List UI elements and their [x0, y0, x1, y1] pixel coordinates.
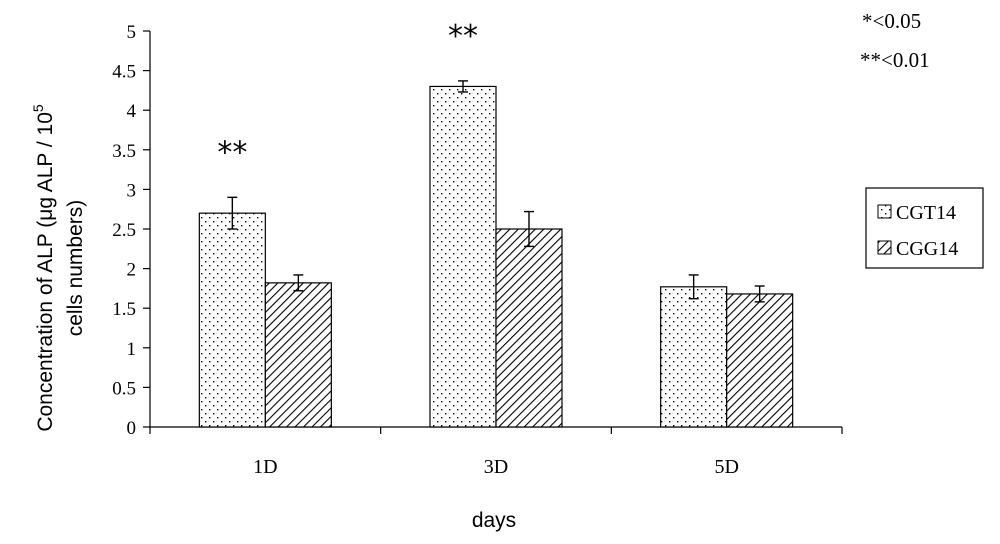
error-bar	[227, 196, 238, 230]
significance-marks: ** **	[217, 19, 478, 170]
y-tick-label: 0.5	[112, 378, 136, 399]
x-tick-label: 3D	[484, 456, 508, 478]
error-bars	[227, 80, 765, 303]
y-axis-title-line1: Concentration of ALP (μg ALP / 10	[34, 112, 57, 432]
y-axis-title-superscript: 5	[30, 104, 46, 112]
y-tick-label: 3.5	[112, 141, 136, 162]
error-bar	[688, 274, 699, 300]
bar-cgt14-1d	[198, 212, 266, 428]
x-tick-label: 1D	[253, 456, 277, 478]
y-tick-label: 2	[127, 260, 137, 281]
y-axis-title: Concentration of ALP (μg ALP / 105 cells…	[30, 104, 87, 432]
y-tick-label: 4	[127, 101, 137, 122]
x-axis-ticks: 1D 3D 5D	[149, 427, 843, 478]
y-tick-label: 2.5	[112, 220, 136, 241]
legend-swatch-cgt14	[877, 204, 892, 219]
legend-box	[865, 187, 984, 269]
bar-series	[198, 85, 794, 428]
bar-cgg14-5d	[726, 293, 794, 428]
significance-key-item-1: *<0.05	[862, 9, 921, 33]
bar-cgt14-5d	[660, 286, 728, 428]
bar-cgg14-3d	[495, 228, 563, 428]
y-axis-ticks: 0 0.5 1 1.5 2 2.5 3 3.5 4 4.5 5	[112, 22, 150, 439]
x-axis-title: days	[472, 509, 516, 532]
legend: CGT14 CGG14	[865, 187, 984, 269]
legend-swatch-cgg14	[877, 240, 892, 255]
significance-mark: **	[217, 135, 247, 170]
y-tick-label: 5	[127, 22, 137, 43]
error-bar	[754, 285, 765, 303]
error-bar	[458, 80, 468, 93]
legend-label-cgg14: CGG14	[896, 238, 958, 260]
y-tick-label: 3	[127, 180, 137, 201]
error-bar	[524, 210, 534, 248]
y-tick-label: 4.5	[112, 62, 136, 83]
x-tick-label: 5D	[714, 456, 738, 478]
significance-key-item-2: **<0.01	[860, 48, 930, 72]
svg-text:Concentration of ALP (μg ALP /: Concentration of ALP (μg ALP / 105	[30, 104, 57, 432]
significance-key: *<0.05 **<0.01	[860, 9, 930, 72]
y-tick-label: 1	[127, 339, 137, 360]
legend-label-cgt14: CGT14	[896, 202, 956, 224]
significance-mark: **	[448, 19, 478, 54]
bar-cgg14-1d	[264, 282, 332, 428]
y-tick-label: 0	[127, 418, 137, 439]
y-tick-label: 1.5	[112, 299, 136, 320]
bar-cgt14-3d	[429, 85, 497, 428]
y-axis-title-line2: cells numbers)	[64, 200, 87, 337]
error-bar	[293, 274, 304, 292]
